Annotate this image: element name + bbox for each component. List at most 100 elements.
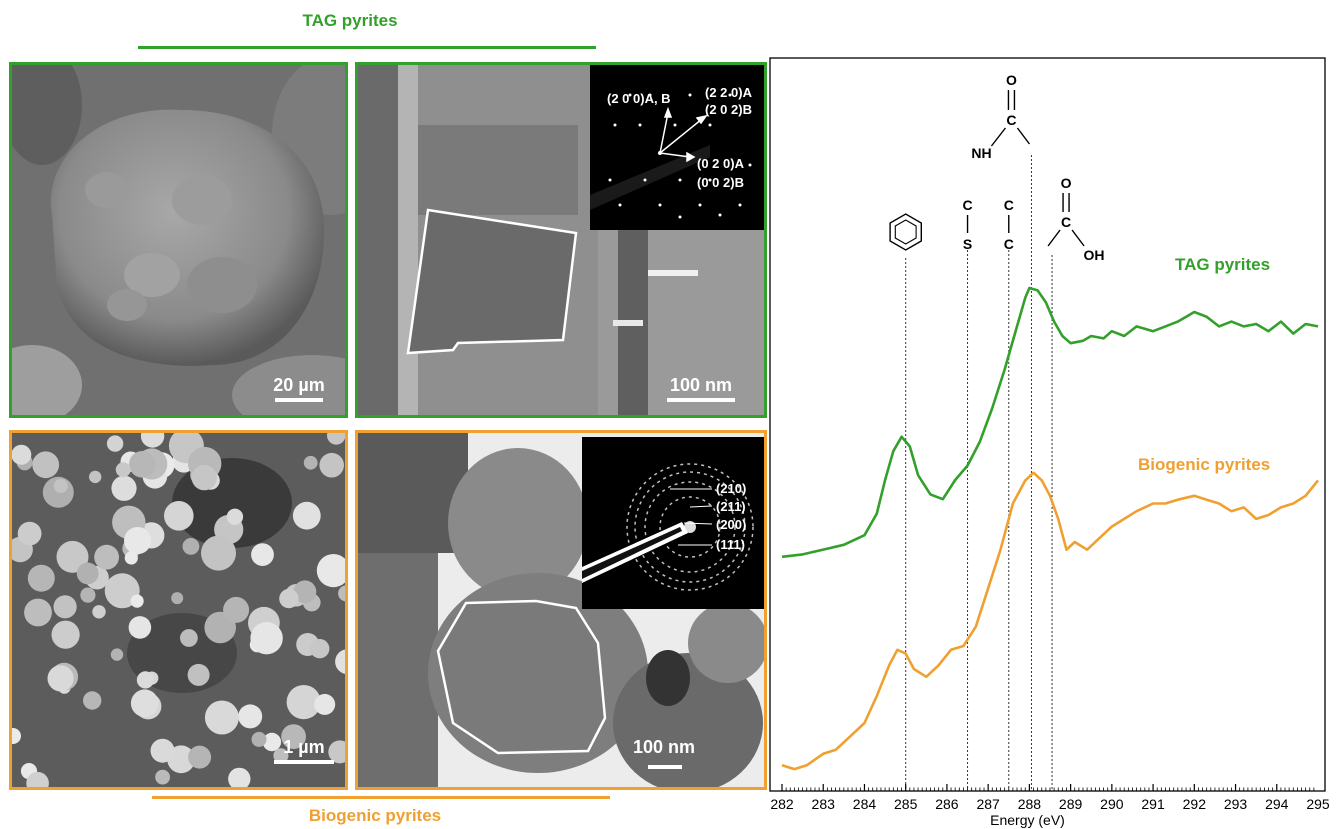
- pyrite-sphere: [24, 598, 52, 627]
- tag-sem-micrograph: [12, 65, 345, 415]
- x-axis-label: Energy (eV): [990, 812, 1065, 828]
- bio-group-rule: [152, 796, 610, 799]
- x-tick-label: 285: [894, 796, 918, 812]
- pyrite-sphere: [310, 639, 330, 659]
- tag-tem-scale-bar: 100 nm: [661, 375, 741, 402]
- pyrite-sphere: [32, 451, 60, 479]
- pyrite-sphere: [328, 740, 345, 764]
- pyrite-sphere: [56, 540, 89, 573]
- pyrite-sphere: [251, 731, 267, 747]
- pyrite-sphere: [187, 663, 210, 686]
- carboxyl-carbon: C: [1061, 214, 1071, 230]
- pyrite-sphere: [226, 508, 244, 525]
- pyrite-sphere: [136, 671, 154, 689]
- x-tick-label: 294: [1265, 796, 1289, 812]
- bio-sem-image: 1 µm: [9, 430, 348, 790]
- amide-nh: NH: [971, 145, 991, 161]
- bio-sem-scale-label: 1 µm: [283, 737, 325, 757]
- pyrite-sphere: [89, 470, 102, 484]
- bio-saed-label-200: (200): [716, 517, 747, 532]
- pyrite-sphere: [286, 685, 321, 720]
- amide-oxygen: O: [1006, 72, 1017, 88]
- x-tick-label: 293: [1224, 796, 1248, 812]
- pyrite-sphere: [12, 444, 32, 465]
- pyrite-sphere: [124, 551, 138, 565]
- plot-frame: [769, 57, 1326, 792]
- pyrite-sphere: [164, 501, 194, 531]
- tag-group-title: TAG pyrites: [302, 11, 398, 30]
- tag-sem-image: 20 µm: [9, 62, 348, 418]
- x-tick-label: 290: [1100, 796, 1124, 812]
- tag-saed-inset: (2 0 0)A, B (2 2 0)A (2 0 2)B (0 2 0)A (…: [590, 65, 764, 230]
- pyrite-sphere: [182, 538, 200, 555]
- bio-sem-scale-bar: 1 µm: [269, 737, 339, 764]
- pyrite-sphere: [314, 693, 336, 715]
- series-line-tag: [781, 286, 1319, 559]
- pyrite-sphere: [106, 435, 124, 452]
- bio-saed-inset: (210) (211) (200) (111): [582, 437, 764, 609]
- pyrite-sphere: [51, 620, 80, 649]
- pyrite-sphere: [53, 595, 77, 619]
- bio-tem-scale-label: 100 nm: [632, 737, 696, 757]
- x-tick-label: 288: [1018, 796, 1042, 812]
- pyrite-sphere: [262, 732, 282, 752]
- pyrite-sphere: [26, 771, 49, 787]
- pyrite-sphere: [130, 689, 159, 717]
- tag-tem-scale-label: 100 nm: [669, 375, 733, 395]
- pyrite-sphere: [140, 433, 165, 448]
- carboxyl-chain-bond: [1047, 229, 1061, 247]
- pyrite-sphere: [191, 464, 217, 491]
- bio-group-title: Biogenic pyrites: [308, 806, 442, 825]
- pyrite-sphere: [111, 475, 137, 501]
- pyrite-sphere: [94, 544, 119, 570]
- pyrite-sphere: [17, 521, 42, 546]
- x-tick-label: 289: [1059, 796, 1083, 812]
- amide-carbon: C: [1006, 112, 1016, 128]
- series-line-bio: [781, 471, 1320, 771]
- pyrite-sphere: [171, 592, 184, 605]
- pyrite-sphere: [130, 594, 144, 608]
- pyrite-sphere: [115, 462, 131, 478]
- pyrite-sphere: [129, 451, 156, 478]
- x-tick-label: 282: [770, 796, 794, 812]
- pyrite-sphere: [47, 665, 74, 692]
- bio-tem-image: (210) (211) (200) (111) 100 nm: [355, 430, 767, 790]
- tag-sem-scale-bar: 20 µm: [264, 375, 334, 402]
- cs-carbon: C: [962, 197, 972, 213]
- pyrite-sphere: [124, 527, 152, 555]
- tag-saed-pattern: [590, 93, 752, 219]
- x-tick-label: 284: [853, 796, 877, 812]
- pyrite-sphere: [303, 455, 318, 470]
- pyrite-sphere: [188, 745, 212, 769]
- pyrite-sphere: [76, 562, 99, 585]
- pyrite-sphere: [201, 535, 236, 571]
- carboxyl-oxygen: O: [1061, 175, 1072, 191]
- pyrite-sphere: [80, 587, 96, 603]
- tag-saed-label-200: (2 0 0)A, B: [607, 91, 671, 106]
- pyrite-sphere: [281, 724, 306, 749]
- pyrite-sphere: [180, 629, 198, 647]
- tag-saed-label-020: (0 2 0)A: [697, 156, 744, 171]
- pyrite-sphere: [223, 596, 250, 623]
- carboxyl-oh-bond: [1071, 229, 1085, 247]
- pyrite-sphere: [279, 588, 299, 609]
- pyrite-sphere: [83, 691, 102, 710]
- tag-group-rule: [138, 46, 596, 49]
- pyrite-sphere: [27, 564, 55, 592]
- cc-carbon-top: C: [1004, 197, 1014, 213]
- x-tick-label: 291: [1141, 796, 1165, 812]
- bio-saed-label-211: (211): [716, 499, 746, 514]
- tag-saed-label-202: (2 0 2)B: [705, 102, 752, 117]
- x-tick-label: 292: [1183, 796, 1207, 812]
- series-label-bio: Biogenic pyrites: [1138, 455, 1270, 474]
- pyrite-sphere: [251, 543, 274, 566]
- x-tick-label: 283: [812, 796, 836, 812]
- pyrite-sphere: [293, 580, 317, 604]
- x-tick-label: 295: [1306, 796, 1330, 812]
- bio-tem-scale-line: [648, 765, 682, 769]
- bio-sem-micrograph: [12, 433, 345, 787]
- carboxyl-oh: OH: [1084, 247, 1105, 263]
- x-tick-label: 287: [976, 796, 1000, 812]
- benzene-ring: [889, 213, 922, 251]
